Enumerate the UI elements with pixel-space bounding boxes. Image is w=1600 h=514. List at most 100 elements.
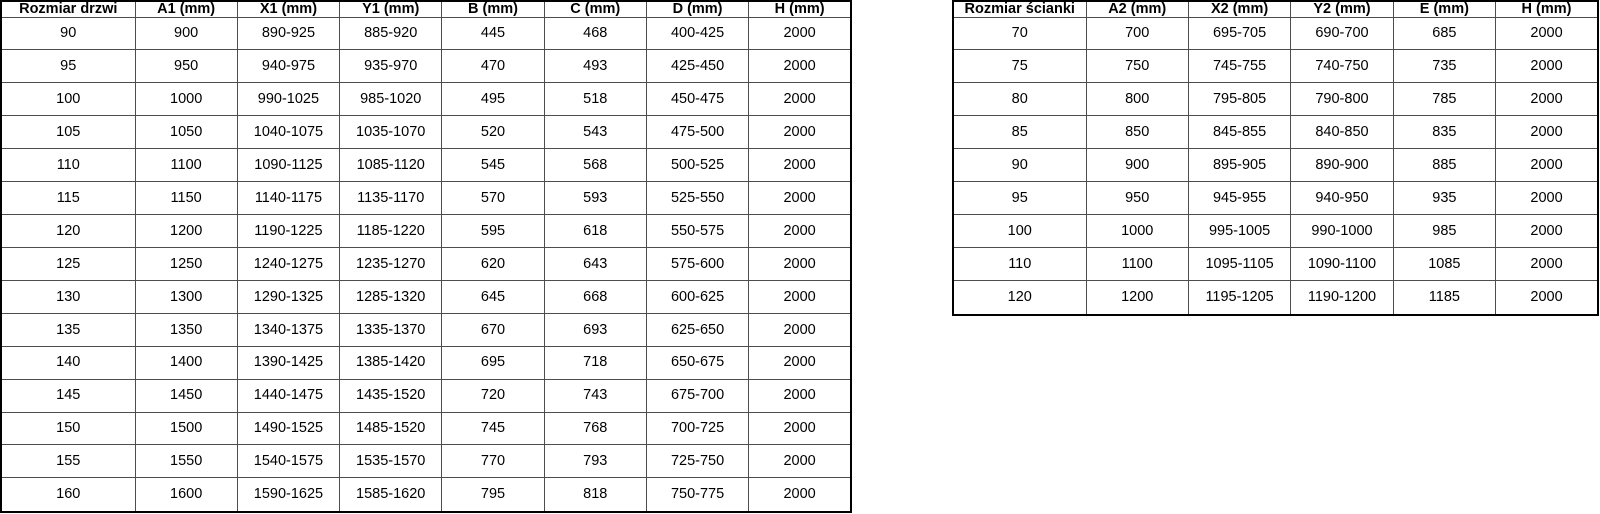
table-cell: 150 bbox=[0, 411, 136, 446]
table-row: 100 1000 990-1025 985-1020 495 518 450-475 2000 bbox=[0, 82, 852, 117]
table-row: 135 1350 1340-1375 1335-1370 670 693 625-650 20… bbox=[0, 312, 852, 347]
column-header: Rozmiar drzwi bbox=[0, 0, 136, 18]
table-cell: 575-600 bbox=[645, 246, 750, 281]
table-cell: 1585-1620 bbox=[339, 477, 443, 513]
table-row: 70 700 695-705 690-700 685 2000 bbox=[952, 16, 1599, 51]
table-cell: 475-500 bbox=[645, 115, 750, 150]
table-cell: 1350 bbox=[134, 312, 238, 347]
table-cell: 695 bbox=[441, 345, 545, 380]
table-row: 90 900 890-925 885-920 445 468 400-425 2000 bbox=[0, 16, 852, 51]
table-row: 150 1500 1490-1525 1485-1520 745 768 700-725 20… bbox=[0, 411, 852, 446]
table-cell: 818 bbox=[543, 477, 647, 513]
table-row: 145 1450 1440-1475 1435-1520 720 743 675-700 20… bbox=[0, 378, 852, 413]
table-cell: 675-700 bbox=[645, 378, 750, 413]
table-cell: 570 bbox=[441, 181, 545, 216]
table-cell: 2000 bbox=[748, 477, 852, 513]
table-cell: 1190-1200 bbox=[1290, 280, 1394, 316]
table-cell: 1095-1105 bbox=[1187, 247, 1292, 282]
table-cell: 2000 bbox=[748, 148, 852, 183]
column-header: H (mm) bbox=[748, 0, 852, 18]
table-cell: 720 bbox=[441, 378, 545, 413]
table-cell: 100 bbox=[0, 82, 136, 117]
table-cell: 670 bbox=[441, 312, 545, 347]
table-cell: 900 bbox=[134, 16, 238, 51]
table-cell: 600-625 bbox=[645, 279, 750, 314]
table-cell: 770 bbox=[441, 444, 545, 479]
table-cell: 643 bbox=[543, 246, 647, 281]
table-cell: 1000 bbox=[1085, 214, 1189, 249]
table-cell: 2000 bbox=[1495, 181, 1599, 216]
table-cell: 2000 bbox=[1495, 115, 1599, 150]
table-cell: 1240-1275 bbox=[236, 246, 341, 281]
table-cell: 140 bbox=[0, 345, 136, 380]
table-cell: 840-850 bbox=[1290, 115, 1394, 150]
table-cell: 850 bbox=[1085, 115, 1189, 150]
table-cell: 795 bbox=[441, 477, 545, 513]
table-cell: 125 bbox=[0, 246, 136, 281]
table-cell: 520 bbox=[441, 115, 545, 150]
table-cell: 1085-1120 bbox=[339, 148, 443, 183]
table-cell: 700-725 bbox=[645, 411, 750, 446]
table-cell: 2000 bbox=[1495, 148, 1599, 183]
table-cell: 518 bbox=[543, 82, 647, 117]
table-cell: 745 bbox=[441, 411, 545, 446]
table-cell: 1550 bbox=[134, 444, 238, 479]
table-cell: 750 bbox=[1085, 49, 1189, 84]
table-cell: 950 bbox=[1085, 181, 1189, 216]
table-cell: 785 bbox=[1392, 82, 1497, 117]
table-cell: 1450 bbox=[134, 378, 238, 413]
table-cell: 2000 bbox=[748, 378, 852, 413]
table-row: 110 1100 1095-1105 1090-1100 1085 2000 bbox=[952, 247, 1599, 282]
table-cell: 950 bbox=[134, 49, 238, 84]
table-cell: 650-675 bbox=[645, 345, 750, 380]
table-cell: 1200 bbox=[134, 214, 238, 248]
column-header: H (mm) bbox=[1495, 0, 1599, 18]
table-row: 100 1000 995-1005 990-1000 985 2000 bbox=[952, 214, 1599, 249]
table-cell: 940-950 bbox=[1290, 181, 1394, 216]
table-cell: 800 bbox=[1085, 82, 1189, 117]
table-cell: 1185 bbox=[1392, 280, 1497, 316]
table-cell: 725-750 bbox=[645, 444, 750, 479]
table-cell: 105 bbox=[0, 115, 136, 150]
table-cell: 90 bbox=[952, 148, 1087, 183]
table-cell: 2000 bbox=[748, 246, 852, 281]
table-cell: 543 bbox=[543, 115, 647, 150]
table-cell: 145 bbox=[0, 378, 136, 413]
table-cell: 620 bbox=[441, 246, 545, 281]
table-cell: 700 bbox=[1085, 16, 1189, 51]
table-cell: 890-900 bbox=[1290, 148, 1394, 183]
table-cell: 1535-1570 bbox=[339, 444, 443, 479]
table-cell: 695-705 bbox=[1187, 16, 1292, 51]
table-cell: 990-1000 bbox=[1290, 214, 1394, 249]
table-cell: 70 bbox=[952, 16, 1087, 51]
table-cell: 1235-1270 bbox=[339, 246, 443, 281]
table-cell: 120 bbox=[952, 280, 1087, 316]
wall-sizes-body: 70 700 695-705 690-700 685 2000 75 750 745-755 74… bbox=[952, 16, 1599, 316]
table-cell: 2000 bbox=[748, 16, 852, 51]
table-row: 130 1300 1290-1325 1285-1320 645 668 600-625 20… bbox=[0, 279, 852, 314]
table-cell: 1600 bbox=[134, 477, 238, 513]
table-cell: 400-425 bbox=[645, 16, 750, 51]
table-cell: 2000 bbox=[748, 82, 852, 117]
column-header: D (mm) bbox=[645, 0, 750, 18]
table-cell: 75 bbox=[952, 49, 1087, 84]
table-cell: 750-775 bbox=[645, 477, 750, 513]
table-cell: 525-550 bbox=[645, 181, 750, 216]
table-cell: 900 bbox=[1085, 148, 1189, 183]
table-cell: 790-800 bbox=[1290, 82, 1394, 117]
table-cell: 685 bbox=[1392, 16, 1497, 51]
table-cell: 2000 bbox=[1495, 16, 1599, 51]
table-cell: 2000 bbox=[748, 312, 852, 347]
door-sizes-table: Rozmiar drzwi A1 (mm) X1 (mm) Y1 (mm) B (mm)… bbox=[0, 0, 852, 513]
column-header: B (mm) bbox=[441, 0, 545, 18]
table-cell: 493 bbox=[543, 49, 647, 84]
table-cell: 115 bbox=[0, 181, 136, 216]
table-row: 80 800 795-805 790-800 785 2000 bbox=[952, 82, 1599, 117]
table-cell: 85 bbox=[952, 115, 1087, 150]
table-cell: 2000 bbox=[748, 214, 852, 248]
table-cell: 545 bbox=[441, 148, 545, 183]
column-header: E (mm) bbox=[1392, 0, 1497, 18]
table-cell: 90 bbox=[0, 16, 136, 51]
table-cell: 990-1025 bbox=[236, 82, 341, 117]
table-cell: 1135-1170 bbox=[339, 181, 443, 216]
